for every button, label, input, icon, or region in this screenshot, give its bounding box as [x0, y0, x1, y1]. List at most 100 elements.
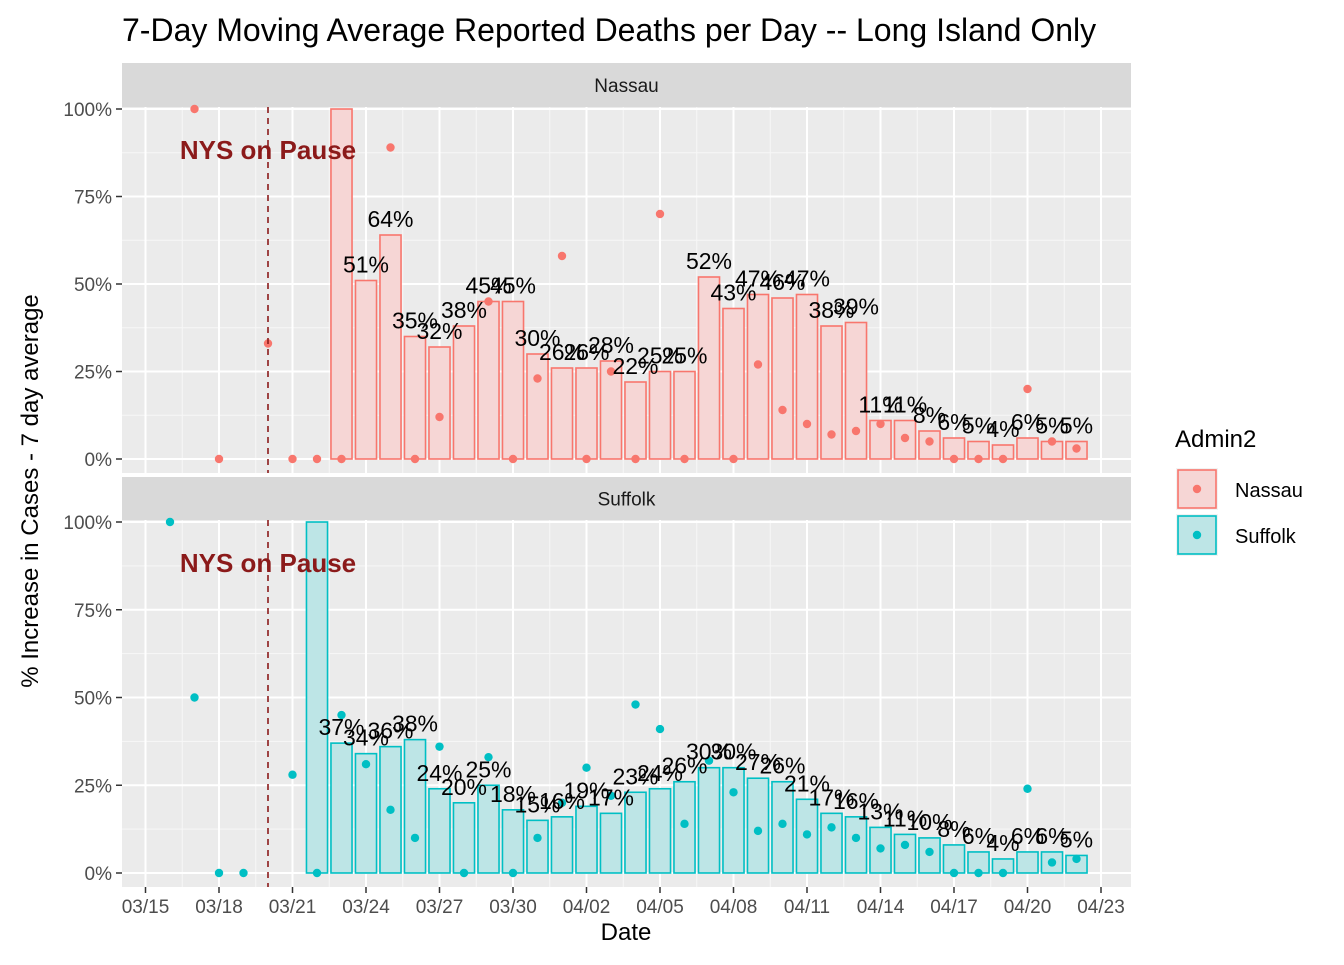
bar	[477, 784, 500, 874]
data-point	[729, 454, 738, 464]
data-point	[582, 763, 591, 772]
x-tick-label: 04/20	[1004, 897, 1052, 918]
bar-value-label: 45%	[490, 273, 536, 299]
facet-panels: Nassau0%25%50%75%100%51%64%35%32%38%45%4…	[63, 63, 1131, 918]
facet-strip-label: Suffolk	[598, 490, 656, 511]
data-point	[410, 454, 420, 464]
bar-value-label: 34%	[343, 725, 389, 751]
facet-strip	[122, 477, 1131, 520]
data-point	[704, 756, 714, 765]
data-point	[1023, 384, 1032, 394]
x-tick-label: 03/30	[489, 897, 537, 918]
bar-value-label: 28%	[588, 332, 634, 358]
bar	[624, 791, 647, 874]
bar-value-label: 30%	[686, 739, 732, 765]
bar-value-label: 18%	[490, 781, 536, 807]
bar-value-label: 11%	[858, 392, 902, 418]
bar	[599, 360, 623, 460]
bar-value-label: 51%	[343, 252, 389, 278]
bar	[795, 293, 819, 460]
data-point	[753, 360, 763, 369]
data-point	[876, 844, 885, 853]
bar	[648, 787, 672, 874]
data-point	[1023, 784, 1032, 793]
x-tick-label: 04/02	[563, 897, 611, 918]
y-tick-label: 25%	[74, 776, 112, 797]
data-point	[214, 868, 224, 878]
bar-value-label: 32%	[416, 318, 462, 344]
y-tick-label: 75%	[74, 188, 112, 209]
data-point	[974, 868, 983, 878]
y-axis-title: % Increase in Cases - 7 day average	[17, 294, 44, 688]
bar-value-label: 38%	[392, 711, 438, 737]
bar	[575, 805, 598, 874]
bar-value-label: 47%	[735, 266, 781, 292]
data-point	[533, 374, 542, 383]
bar	[403, 738, 427, 874]
bar	[428, 346, 451, 460]
data-point	[459, 868, 469, 878]
data-point	[288, 454, 297, 464]
bar	[599, 812, 623, 874]
data-point	[729, 788, 738, 797]
bar	[746, 777, 770, 874]
bar	[452, 325, 476, 460]
data-point	[557, 798, 567, 807]
x-tick-label: 03/27	[416, 897, 464, 918]
bar-value-label: 23%	[612, 763, 658, 789]
data-point	[876, 419, 885, 429]
bar	[550, 816, 574, 874]
data-point	[655, 209, 665, 219]
data-point	[582, 454, 591, 464]
data-point	[337, 710, 346, 720]
bar	[820, 325, 843, 460]
bar-value-label: 30%	[514, 325, 560, 351]
y-tick-label: 50%	[74, 275, 112, 296]
bar-value-label: 24%	[637, 760, 683, 786]
data-point	[631, 454, 640, 464]
bar	[1016, 851, 1039, 874]
y-tick-label: 100%	[63, 513, 112, 534]
bar-value-label: 8%	[913, 402, 946, 428]
bar-value-label: 20%	[441, 774, 487, 800]
data-point	[802, 419, 812, 429]
bar-value-label: 19%	[563, 777, 609, 803]
y-tick-label: 50%	[74, 689, 112, 710]
bar	[428, 787, 451, 874]
data-point	[533, 833, 542, 843]
bar-value-label: 13%	[857, 798, 903, 824]
bar	[722, 307, 745, 460]
data-point	[655, 724, 665, 734]
bar	[722, 766, 745, 874]
bar-value-label: 6%	[962, 823, 995, 849]
data-point	[631, 700, 640, 709]
legend-label: Nassau	[1235, 480, 1303, 502]
data-point	[312, 454, 322, 464]
legend: Admin2 Nassau Suffolk	[1175, 426, 1303, 556]
data-point	[1072, 444, 1081, 453]
data-point	[778, 405, 787, 415]
bar-value-label: 21%	[784, 770, 830, 796]
data-point	[827, 823, 836, 832]
bar-value-label: 27%	[735, 749, 781, 775]
data-point	[1072, 854, 1081, 864]
data-point	[484, 752, 493, 762]
bar	[452, 801, 476, 874]
pause-annotation: NYS on Pause	[180, 548, 356, 578]
x-tick-label: 04/11	[784, 897, 830, 918]
data-point	[337, 454, 346, 464]
bar-value-label: 43%	[710, 280, 756, 306]
bar-value-label: 10%	[906, 809, 952, 835]
data-point	[802, 830, 812, 839]
bar-value-label: 46%	[759, 269, 805, 295]
legend-key	[1177, 515, 1217, 555]
bar	[844, 816, 868, 874]
bar-value-label: 37%	[318, 714, 364, 740]
data-point	[361, 759, 371, 769]
data-point	[386, 143, 395, 152]
bar-value-label: 5%	[962, 413, 995, 439]
bar	[697, 276, 721, 460]
facet-panel-suffolk: Suffolk0%25%50%75%100%37%34%36%38%24%20%…	[63, 477, 1131, 918]
data-point	[998, 868, 1008, 878]
